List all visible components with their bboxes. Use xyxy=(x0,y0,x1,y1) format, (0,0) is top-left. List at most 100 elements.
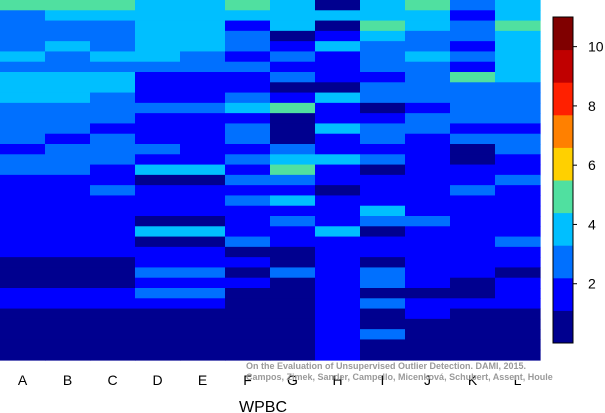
heatmap-cell xyxy=(90,185,136,197)
heatmap-cell xyxy=(360,267,406,279)
heatmap-cell xyxy=(45,0,91,11)
heatmap-cell xyxy=(450,288,496,299)
heatmap-cell xyxy=(135,318,181,330)
heatmap-cell xyxy=(450,174,496,186)
heatmap-cell xyxy=(315,61,361,73)
heatmap-cell xyxy=(315,82,361,94)
heatmap-cell xyxy=(270,329,316,341)
heatmap-cell xyxy=(270,339,316,351)
heatmap-cell xyxy=(0,216,46,227)
heatmap-cell xyxy=(45,164,91,176)
heatmap-cell xyxy=(360,30,406,42)
heatmap-cell xyxy=(450,257,496,269)
heatmap-cell xyxy=(315,257,361,269)
heatmap-cell xyxy=(495,349,541,361)
heatmap-cell xyxy=(45,154,91,166)
heatmap-cell xyxy=(180,41,226,53)
heatmap-cell xyxy=(135,298,181,310)
heatmap-cell xyxy=(450,92,496,104)
heatmap-cell xyxy=(315,308,361,320)
heatmap-cell xyxy=(45,10,91,22)
x-tick-label: K xyxy=(468,372,478,388)
heatmap-cell xyxy=(135,10,181,22)
heatmap-cell xyxy=(0,144,46,155)
x-axis-title: WPBC xyxy=(239,399,287,413)
colorbar-tick-label: 10 xyxy=(588,39,604,55)
heatmap-cell xyxy=(315,51,361,63)
heatmap-cell xyxy=(270,308,316,320)
heatmap-cell xyxy=(45,298,91,310)
heatmap-cell xyxy=(180,216,226,227)
heatmap-cell xyxy=(495,92,541,104)
heatmap-cell xyxy=(90,10,136,22)
heatmap-cell xyxy=(270,205,316,217)
heatmap-cell xyxy=(450,236,496,248)
heatmap-cell xyxy=(360,174,406,186)
heatmap-cell xyxy=(495,185,541,197)
heatmap-cell xyxy=(270,0,316,11)
colorbar-tick-label: 6 xyxy=(588,157,596,173)
heatmap-cell xyxy=(180,277,226,289)
heatmap-cell xyxy=(0,113,46,125)
heatmap-cell xyxy=(405,82,451,94)
heatmap-cell xyxy=(45,144,91,155)
heatmap-cell xyxy=(0,133,46,145)
heatmap-cell xyxy=(270,236,316,248)
heatmap-cell xyxy=(270,288,316,299)
heatmap-cell xyxy=(405,61,451,73)
heatmap-cell xyxy=(495,154,541,166)
heatmap-cell xyxy=(360,82,406,94)
heatmap-cell xyxy=(180,72,226,83)
heatmap-cell xyxy=(225,72,271,83)
heatmap-cell xyxy=(315,164,361,176)
heatmap-cell xyxy=(360,123,406,135)
heatmap-cell xyxy=(495,216,541,227)
heatmap-cell xyxy=(450,318,496,330)
heatmap-cell xyxy=(180,298,226,310)
heatmap-cell xyxy=(360,308,406,320)
heatmap-cell xyxy=(360,61,406,73)
heatmap-cell xyxy=(90,144,136,155)
colorbar-segment xyxy=(553,49,573,83)
heatmap-cell xyxy=(0,257,46,269)
heatmap-cell xyxy=(315,92,361,104)
heatmap-cell xyxy=(90,113,136,125)
heatmap-cell xyxy=(90,308,136,320)
heatmap-cell xyxy=(135,61,181,73)
heatmap-cell xyxy=(90,288,136,299)
heatmap-cell xyxy=(270,195,316,207)
heatmap-cell xyxy=(0,185,46,197)
heatmap-cell xyxy=(270,246,316,258)
heatmap-cell xyxy=(270,72,316,83)
heatmap-cell xyxy=(90,195,136,207)
heatmap-cell xyxy=(360,72,406,83)
heatmap-cell xyxy=(225,0,271,11)
colorbar-tick-label: 8 xyxy=(588,98,596,114)
heatmap-cell xyxy=(315,318,361,330)
heatmap-cell xyxy=(405,123,451,135)
heatmap-cell xyxy=(405,236,451,248)
heatmap-cell xyxy=(0,82,46,94)
heatmap-cell xyxy=(225,20,271,32)
heatmap-cell xyxy=(360,288,406,299)
heatmap-cell xyxy=(450,20,496,32)
heatmap-cell xyxy=(180,288,226,299)
heatmap-cell xyxy=(225,246,271,258)
heatmap-cell xyxy=(495,246,541,258)
heatmap-cell xyxy=(135,339,181,351)
heatmap-cell xyxy=(0,298,46,310)
heatmap-cell xyxy=(180,123,226,135)
heatmap-cell xyxy=(180,236,226,248)
heatmap-cell xyxy=(495,195,541,207)
colorbar-tick-label: 2 xyxy=(588,276,596,292)
heatmap-cell xyxy=(315,154,361,166)
heatmap-cell xyxy=(405,195,451,207)
heatmap-cell xyxy=(270,174,316,186)
heatmap-cell xyxy=(225,154,271,166)
heatmap-cell xyxy=(180,10,226,22)
heatmap-cell xyxy=(360,164,406,176)
heatmap-cell xyxy=(135,144,181,155)
heatmap-cell xyxy=(315,339,361,351)
x-tick-label: D xyxy=(152,372,162,388)
heatmap-cell xyxy=(45,216,91,227)
